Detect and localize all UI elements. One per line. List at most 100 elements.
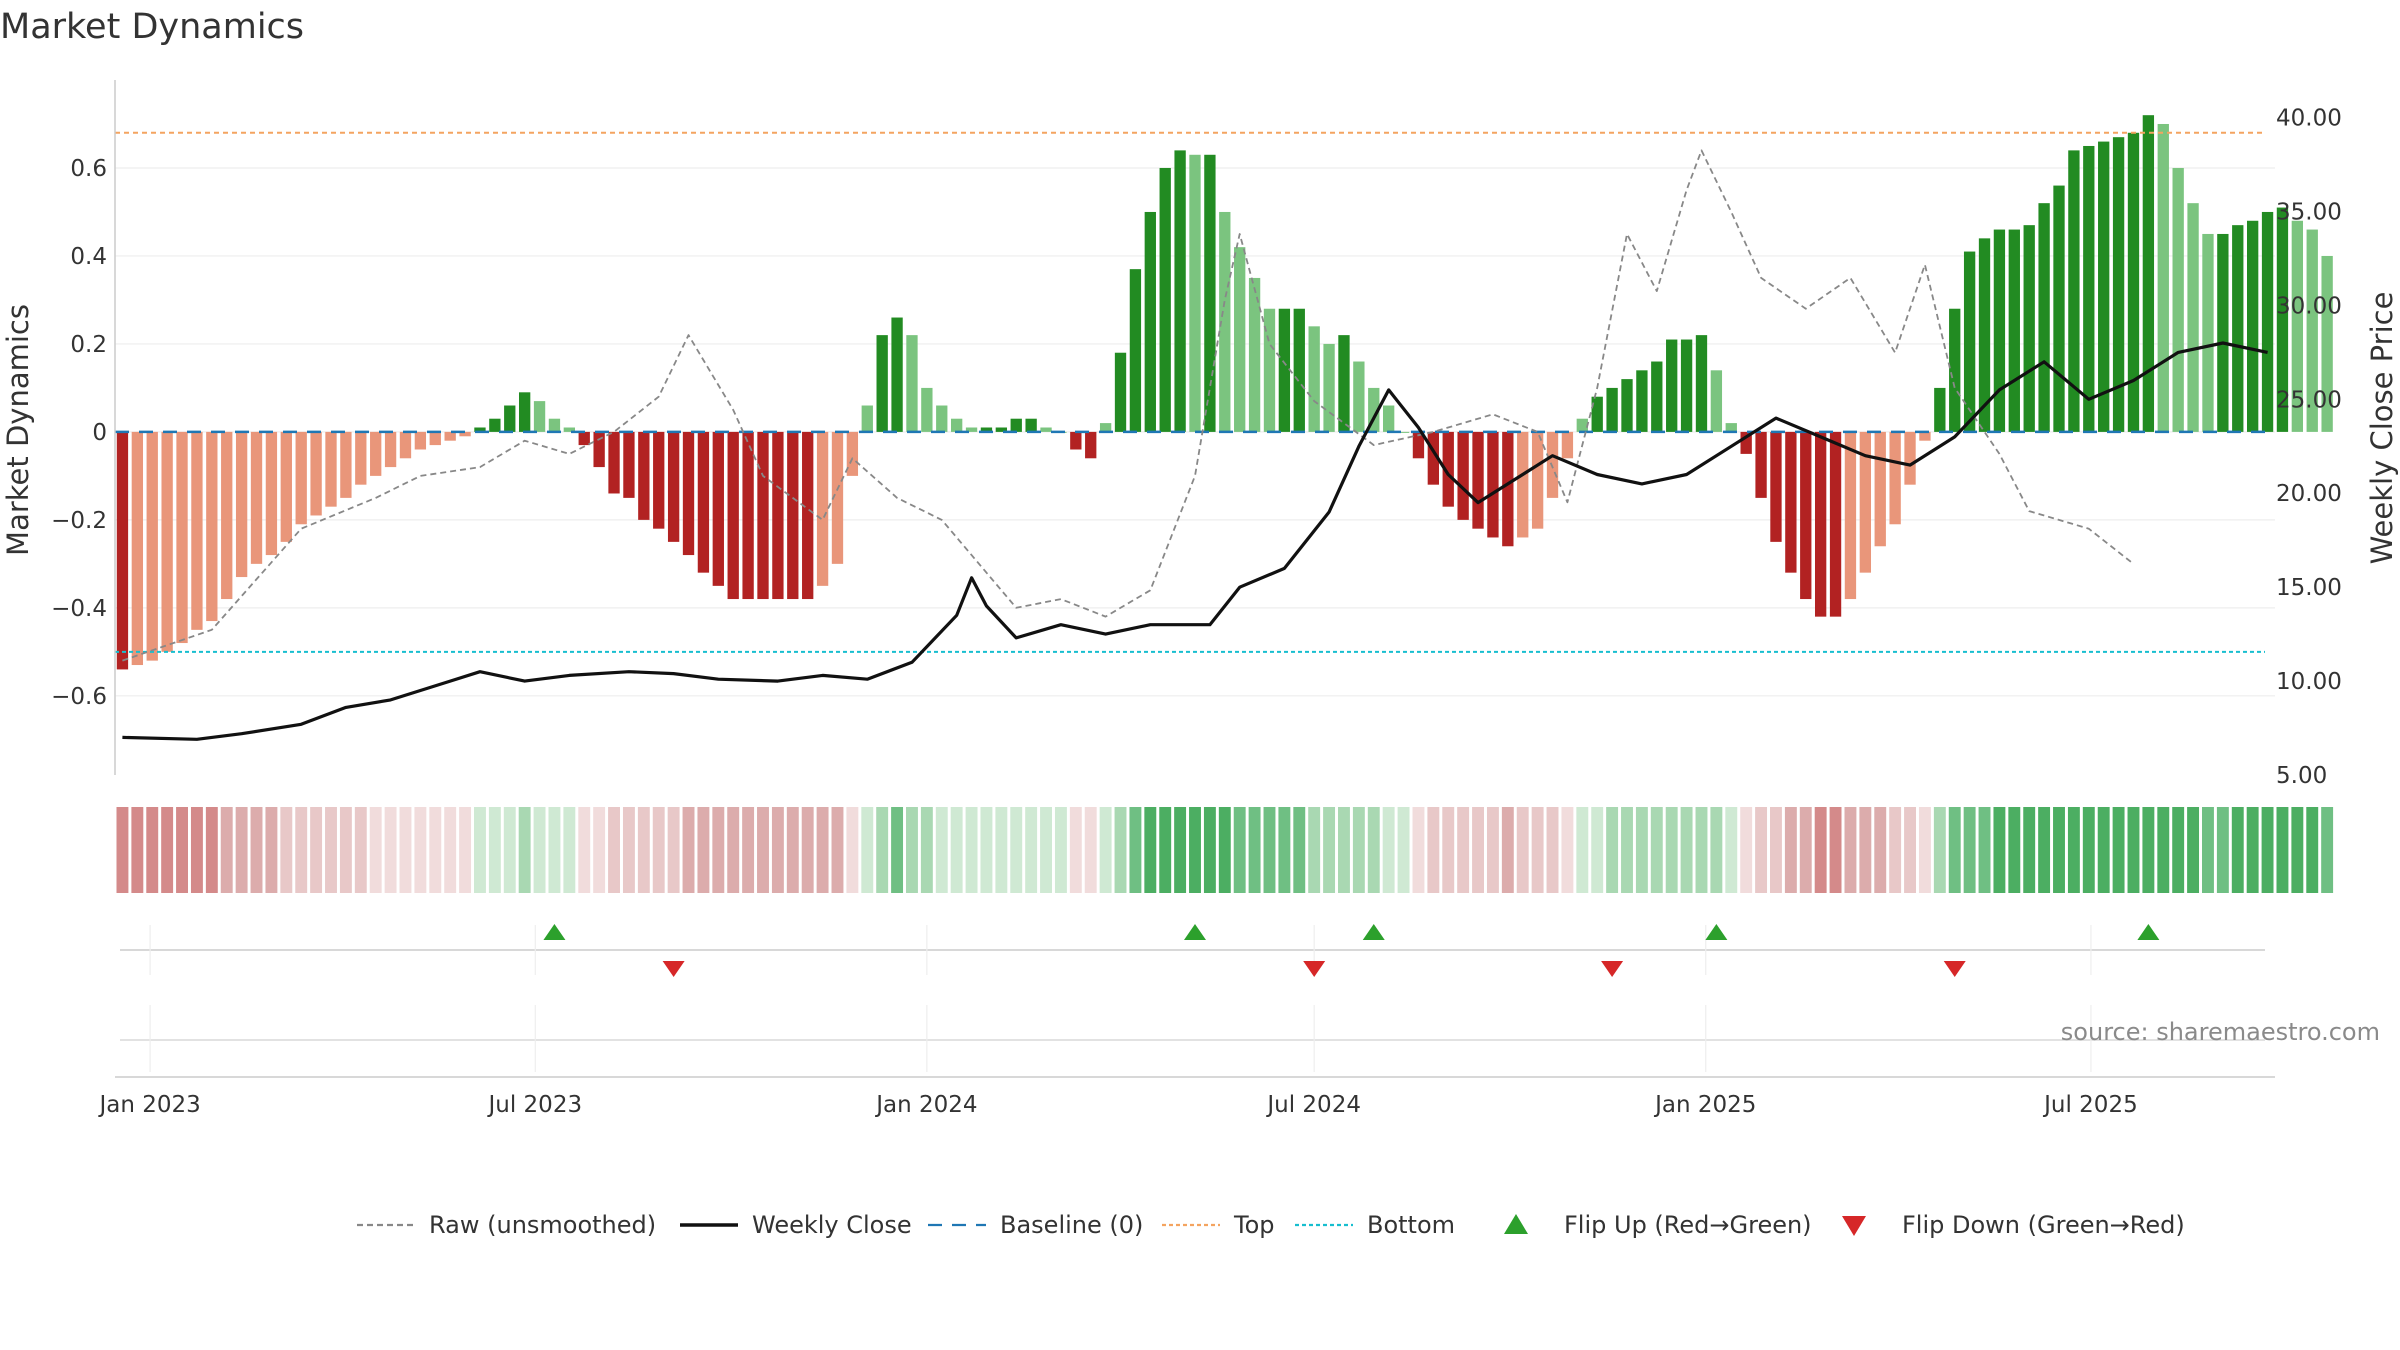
bar bbox=[116, 431, 129, 670]
bar bbox=[1293, 308, 1305, 432]
bar bbox=[504, 405, 516, 432]
bar bbox=[1353, 361, 1365, 432]
bar bbox=[757, 431, 769, 600]
regime-cell bbox=[995, 807, 1008, 893]
y-tick-label-right: 35.00 bbox=[2276, 199, 2342, 225]
regime-cell bbox=[876, 807, 889, 893]
regime-cell bbox=[637, 807, 650, 893]
regime-cell bbox=[1382, 807, 1395, 893]
bar bbox=[310, 431, 322, 516]
regime-cell bbox=[1203, 807, 1216, 893]
y-tick-label-right: 20.00 bbox=[2276, 481, 2342, 507]
regime-cell bbox=[354, 807, 367, 893]
regime-cell bbox=[1650, 807, 1663, 893]
bar bbox=[563, 427, 576, 432]
bar bbox=[235, 431, 248, 578]
bar bbox=[1666, 339, 1678, 432]
chart-title: Market Dynamics bbox=[0, 7, 304, 47]
regime-cell bbox=[1680, 807, 1693, 893]
regime-cell bbox=[1740, 807, 1753, 893]
bar bbox=[936, 405, 948, 432]
regime-cell bbox=[2187, 807, 2200, 893]
bar bbox=[1695, 335, 1708, 432]
bar bbox=[1159, 167, 1171, 432]
regime-cell bbox=[161, 807, 174, 893]
regime-cell bbox=[2053, 807, 2065, 893]
regime-cell bbox=[2067, 807, 2080, 893]
regime-cell bbox=[2216, 807, 2229, 893]
bar bbox=[2306, 229, 2318, 432]
regime-cell bbox=[831, 807, 844, 893]
bar bbox=[1070, 431, 1082, 450]
flip-up-marker bbox=[1184, 924, 1206, 940]
bar bbox=[965, 427, 978, 432]
regime-cell bbox=[757, 807, 769, 893]
regime-cell bbox=[2291, 807, 2304, 893]
regime-cell bbox=[2023, 807, 2036, 893]
regime-cell bbox=[1308, 807, 1321, 893]
y-tick-label-right: 10.00 bbox=[2276, 669, 2342, 695]
bar bbox=[2068, 150, 2080, 432]
y-tick-label-left: −0.6 bbox=[51, 684, 107, 710]
bar bbox=[1785, 431, 1797, 573]
bar bbox=[429, 431, 441, 446]
regime-cell bbox=[801, 807, 814, 893]
bar bbox=[1517, 431, 1529, 538]
line-series bbox=[122, 149, 2268, 741]
x-tick-label: Jul 2023 bbox=[486, 1092, 582, 1118]
regime-cell bbox=[1710, 807, 1723, 893]
x-tick-label: Jan 2025 bbox=[1653, 1092, 1756, 1118]
bar bbox=[548, 418, 561, 432]
bar bbox=[697, 431, 710, 573]
regime-cell bbox=[429, 807, 442, 893]
regime-cell bbox=[1323, 807, 1336, 893]
regime-cell bbox=[1412, 807, 1425, 893]
bar bbox=[2038, 203, 2050, 432]
bar bbox=[2246, 220, 2259, 432]
bar bbox=[1099, 423, 1112, 432]
regime-cell bbox=[1293, 807, 1306, 893]
regime-cell bbox=[1189, 807, 1201, 893]
bar bbox=[2172, 167, 2184, 432]
regime-cell bbox=[235, 807, 248, 893]
bar bbox=[1859, 431, 1872, 573]
flip-down-marker bbox=[1303, 961, 1326, 977]
regime-cell bbox=[1218, 807, 1231, 893]
bar bbox=[280, 431, 292, 542]
bar bbox=[2098, 141, 2110, 432]
regime-cell bbox=[935, 807, 948, 893]
regime-cell bbox=[1799, 807, 1812, 893]
regime-cell bbox=[1442, 807, 1455, 893]
regime-cell bbox=[1457, 807, 1470, 893]
regime-cell bbox=[1635, 807, 1648, 893]
regime-cell bbox=[518, 807, 531, 893]
regime-cell bbox=[1770, 807, 1782, 893]
regime-cell bbox=[295, 807, 308, 893]
bar bbox=[1427, 431, 1440, 485]
regime-strip bbox=[116, 807, 2334, 893]
bar bbox=[1442, 431, 1454, 507]
regime-cell bbox=[325, 807, 337, 893]
bar bbox=[1591, 396, 1603, 432]
bar bbox=[146, 431, 158, 661]
regime-cell bbox=[1561, 807, 1574, 893]
bar bbox=[1978, 238, 1991, 432]
weekly-close-line bbox=[122, 341, 2268, 741]
bar bbox=[1144, 211, 1156, 432]
bar bbox=[1040, 427, 1052, 432]
y-tick-label-left: −0.4 bbox=[51, 596, 107, 622]
bar bbox=[876, 335, 888, 432]
regime-cell bbox=[1159, 807, 1172, 893]
bar bbox=[1174, 150, 1186, 432]
bar bbox=[1949, 308, 1961, 432]
bar bbox=[1025, 418, 1037, 432]
bar bbox=[1919, 431, 1931, 441]
y-axis-label-right: Weekly Close Price bbox=[2365, 292, 2399, 565]
bar bbox=[1651, 361, 1663, 432]
regime-cell bbox=[220, 807, 233, 893]
bar-series bbox=[116, 115, 2333, 670]
bar bbox=[921, 387, 933, 432]
y-tick-label-left: 0.2 bbox=[70, 332, 107, 358]
regime-cell bbox=[1501, 807, 1514, 893]
regime-cell bbox=[1248, 807, 1261, 893]
